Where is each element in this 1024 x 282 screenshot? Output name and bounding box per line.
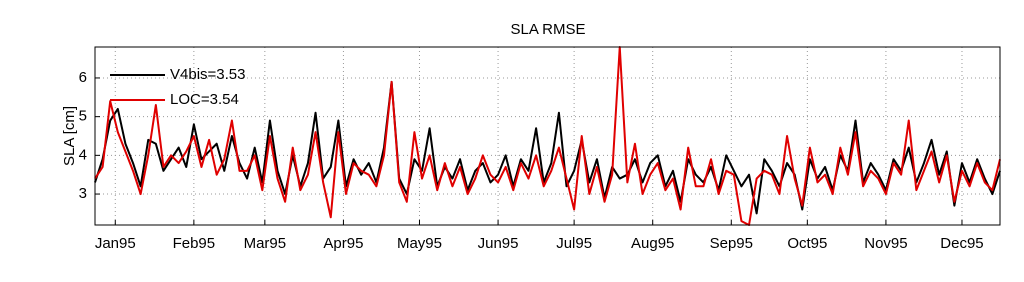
x-tick-label: Dec95 [940, 235, 983, 252]
plot-area [95, 47, 1000, 225]
x-tick-label: Aug95 [631, 235, 674, 252]
y-tick-label: 4 [79, 146, 87, 163]
x-tick-label: Mar95 [244, 235, 287, 252]
y-axis-label: SLA [cm] [61, 106, 78, 166]
y-tick-label: 6 [79, 69, 87, 86]
legend-label: V4bis=3.53 [170, 66, 245, 83]
legend-label: LOC=3.54 [170, 91, 239, 108]
x-tick-label: Oct95 [787, 235, 827, 252]
x-tick-label: Jan95 [95, 235, 136, 252]
x-tick-label: Feb95 [173, 235, 216, 252]
y-tick-label: 5 [79, 108, 87, 125]
x-tick-label: May95 [397, 235, 442, 252]
plot-frame [94, 46, 1001, 226]
x-tick-label: Sep95 [710, 235, 753, 252]
chart-title: SLA RMSE [510, 21, 585, 38]
x-tick-label: Jul95 [556, 235, 592, 252]
x-tick-label: Nov95 [864, 235, 907, 252]
x-tick-label: Apr95 [323, 235, 363, 252]
y-tick-label: 3 [79, 185, 87, 202]
x-tick-label: Jun95 [478, 235, 519, 252]
data-line [94, 46, 1001, 226]
